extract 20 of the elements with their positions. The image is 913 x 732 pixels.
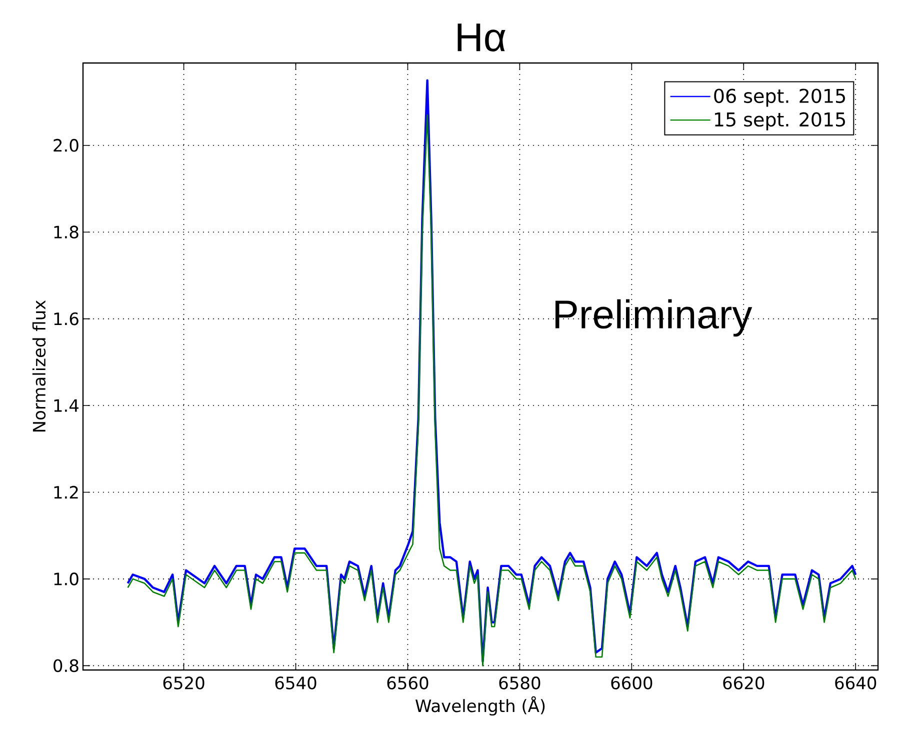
x-tick-label: 6620 (723, 676, 764, 690)
legend-label: 15 sept. 2015 (715, 112, 845, 130)
x-tick-label: 6520 (163, 676, 204, 690)
x-tick-label: 6600 (611, 676, 652, 690)
y-tick-label: 2.0 (54, 138, 78, 152)
x-axis-title: Wavelength (Å) (415, 696, 545, 716)
y-tick-label: 1.0 (54, 572, 78, 586)
legend-label: 06 sept. 2015 (714, 88, 845, 107)
y-tick-label: 1.8 (54, 226, 78, 239)
chart-title: Hα (458, 24, 506, 52)
y-tick-label: 1.6 (54, 312, 78, 326)
x-tick-label: 6640 (835, 676, 876, 690)
y-axis-title: Normalized flux (32, 300, 46, 432)
x-tick-label: 6540 (275, 676, 316, 690)
y-tick-label: 0.8 (54, 659, 78, 672)
y-tick-label: 1.2 (54, 486, 78, 499)
x-tick-label: 6560 (387, 676, 428, 690)
x-tick-label: 6580 (499, 676, 540, 690)
annotation: Preliminary (555, 299, 752, 337)
y-tick-label: 1.4 (54, 399, 79, 412)
